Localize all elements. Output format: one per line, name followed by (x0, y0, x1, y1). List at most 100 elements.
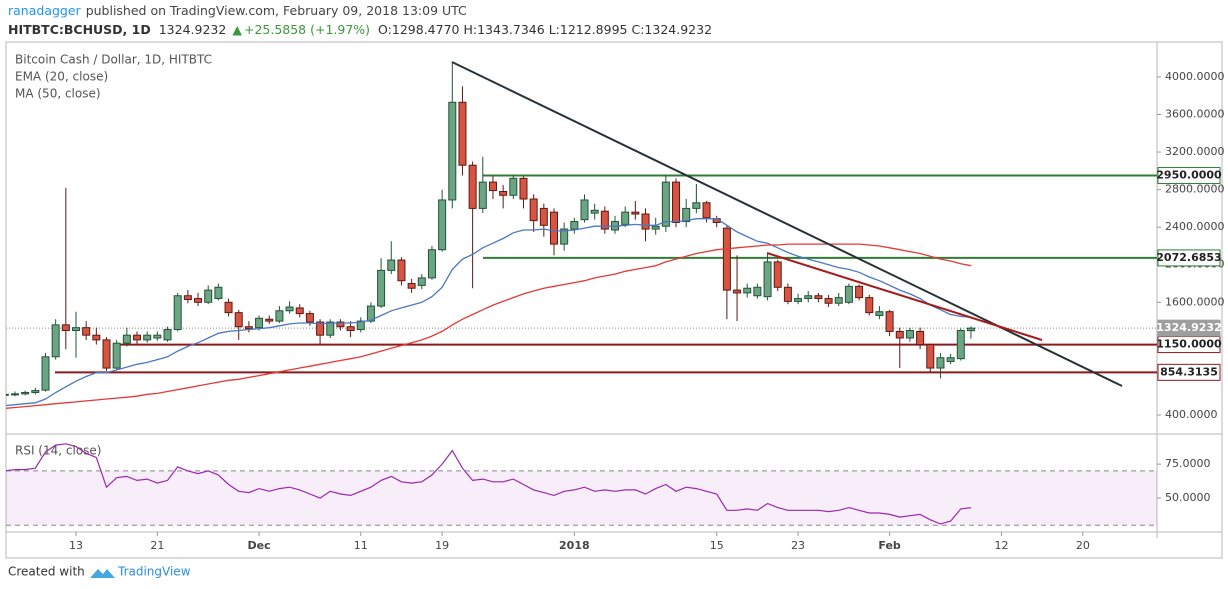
candle-body (183, 295, 192, 300)
candle-body (377, 269, 386, 307)
chart-title: Bitcoin Cash / Dollar, 1D, HITBTC (15, 53, 212, 67)
candle-body (336, 321, 345, 328)
candle-body (651, 225, 660, 230)
candle-body (10, 393, 19, 396)
candle-body (244, 326, 253, 330)
candle-body (824, 298, 833, 304)
candle-body (875, 311, 884, 316)
candle-body (966, 327, 975, 332)
candle-body (855, 285, 864, 299)
rsi-band (6, 470, 1157, 526)
candle-body (682, 207, 691, 223)
y-tick-label: 75.0000 (1165, 457, 1211, 470)
candle-body (255, 317, 264, 329)
candle-body (905, 329, 914, 339)
y-tick-label: 1600.0000 (1165, 295, 1225, 308)
candle-body (102, 339, 111, 369)
candle-body (61, 324, 70, 331)
price-label-box (1157, 249, 1221, 267)
footer-text: Created with (8, 565, 85, 579)
x-tick-label: 13 (69, 539, 83, 552)
change: +25.5858 (+1.97%) (244, 22, 370, 37)
candle-body (72, 327, 80, 331)
candle-body (265, 318, 274, 322)
frame (5, 41, 1223, 559)
x-tick-label: 23 (791, 539, 805, 552)
candle-body (275, 310, 284, 322)
candle-body (834, 297, 843, 304)
candle-body (661, 181, 670, 227)
x-tick-label: 20 (1076, 539, 1090, 552)
candle-body (214, 286, 223, 300)
published: published on TradingView.com, February 0… (86, 3, 467, 18)
candle-body (234, 312, 243, 328)
candle-body (631, 211, 640, 215)
candle-body (122, 334, 131, 344)
candle-body (621, 211, 630, 225)
y-tick-label: 4000.0000 (1165, 70, 1225, 83)
candle-body (733, 289, 742, 294)
candle-body (865, 297, 874, 314)
price-label: 1324.9232 (1156, 321, 1221, 334)
candle-body (143, 334, 152, 341)
candle-body (560, 228, 569, 245)
legend-entry: RSI (14, close) (15, 444, 101, 458)
candle-body (153, 334, 162, 339)
rsi-pane (6, 443, 1157, 526)
candle-body (305, 313, 314, 323)
candle-body (204, 289, 213, 303)
candle-body (82, 327, 91, 336)
price-label: 2950.0000 (1156, 169, 1222, 182)
candle-body (509, 177, 518, 196)
candle-body (672, 181, 681, 223)
candle-body (31, 390, 40, 393)
candle-body (326, 321, 335, 336)
candle-body (895, 330, 904, 339)
candle-body (590, 209, 599, 214)
trend-line (766, 252, 1043, 341)
candle-body (346, 326, 355, 331)
series-line (6, 243, 972, 409)
candle-body (753, 286, 762, 297)
candle-body (366, 305, 375, 322)
candle-body (427, 249, 436, 279)
candle-body (783, 286, 792, 302)
candle-body (539, 207, 548, 226)
candle-body (285, 306, 294, 312)
logo[interactable] (90, 569, 115, 578)
drawings (451, 61, 1123, 387)
symbol: HITBTC:BCHUSD, 1D (8, 22, 151, 37)
footer: Created with TradingView (8, 565, 191, 579)
candle-body (763, 261, 772, 298)
x-tick-label: Dec (247, 539, 270, 552)
x-tick-label: 21 (150, 539, 164, 552)
candle-body (295, 307, 304, 315)
candle-body (163, 329, 172, 341)
candle-body (844, 285, 853, 303)
y-tick-label: 3600.0000 (1165, 107, 1225, 120)
candle-body (926, 344, 935, 369)
high: H:1343.7346 (463, 22, 544, 37)
candle-body (600, 210, 609, 230)
legend-entry: EMA (20, close) (15, 70, 108, 84)
y-tick-label: 400.0000 (1165, 408, 1218, 421)
candle-body (417, 277, 426, 286)
candle-body (438, 199, 447, 251)
candle-body (387, 259, 396, 271)
x-tick-label: 12 (994, 539, 1008, 552)
x-tick-label: Feb (878, 539, 901, 552)
price-label-box (1157, 319, 1221, 337)
y-tick-label: 3200.0000 (1165, 145, 1225, 158)
author[interactable]: ranadagger (8, 3, 82, 18)
brand[interactable]: TradingView (117, 565, 191, 579)
candle-body (316, 321, 325, 336)
candle-body (51, 324, 60, 358)
candle-body (6, 393, 9, 396)
candle-body (885, 311, 894, 332)
candle-body (458, 101, 467, 166)
last: 1324.9232 (159, 22, 227, 37)
arrow: ▲ (232, 22, 242, 37)
candle-body (702, 202, 711, 219)
candle-body (692, 202, 701, 209)
